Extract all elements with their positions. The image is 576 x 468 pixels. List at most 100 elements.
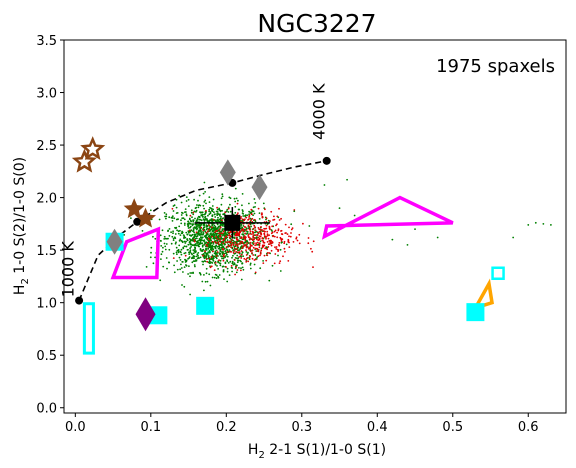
spaxel-point <box>227 211 230 213</box>
spaxel-point <box>245 261 248 263</box>
spaxel-point <box>202 229 205 232</box>
spaxel-point <box>207 251 210 254</box>
spaxel-point <box>406 243 409 246</box>
spaxel-point <box>258 242 261 245</box>
spaxel-point <box>172 205 175 207</box>
spaxel-point <box>266 252 269 254</box>
spaxel-point <box>391 238 394 241</box>
spaxel-point <box>240 240 243 243</box>
spaxel-point <box>168 261 170 264</box>
spaxel-point <box>269 241 272 244</box>
spaxel-point <box>226 255 229 258</box>
spaxel-point <box>250 219 252 222</box>
spaxel-point <box>237 259 240 262</box>
spaxel-point <box>284 250 286 253</box>
spaxel-point <box>188 217 191 220</box>
spaxel-point <box>323 184 326 186</box>
y-tick-label: 0.0 <box>36 402 57 417</box>
spaxel-point <box>312 240 315 243</box>
spaxel-point <box>207 241 210 244</box>
spaxel-point <box>238 252 241 255</box>
spaxel-point <box>237 257 240 260</box>
spaxel-point <box>216 227 219 230</box>
spaxel-point <box>278 262 281 264</box>
spaxel-point <box>180 214 183 216</box>
spaxel-point <box>196 240 199 243</box>
spaxel-point <box>159 234 162 237</box>
spaxel-point <box>251 257 254 260</box>
spaxel-point <box>196 225 199 227</box>
spaxel-point <box>338 207 341 210</box>
spaxel-point <box>266 230 269 233</box>
spaxel-point <box>246 257 248 260</box>
brown-open-star <box>71 148 97 173</box>
spaxel-point <box>266 254 269 257</box>
spaxel-point <box>206 245 209 247</box>
spaxel-point <box>216 208 219 211</box>
spaxel-point <box>295 236 298 239</box>
spaxel-point <box>244 214 247 217</box>
spaxel-point <box>229 203 231 206</box>
spaxel-point <box>150 251 152 254</box>
spaxel-point <box>245 216 248 219</box>
spaxel-point <box>202 254 205 257</box>
spaxel-point <box>188 257 190 259</box>
spaxel-point <box>145 266 148 268</box>
spaxel-point <box>195 233 197 236</box>
spaxel-point <box>208 224 211 227</box>
spaxel-point <box>185 240 188 243</box>
spaxel-point <box>235 237 238 239</box>
spaxel-point <box>241 212 244 215</box>
spaxel-point <box>210 228 213 231</box>
spaxel-point <box>170 231 173 234</box>
spaxel-point <box>269 243 272 245</box>
spaxel-point <box>223 247 226 250</box>
spaxel-point <box>205 231 208 234</box>
spaxel-point <box>436 236 439 239</box>
spaxel-point <box>245 229 248 231</box>
spaxel-point <box>288 235 290 238</box>
spaxel-point <box>216 245 219 248</box>
spaxel-point <box>221 228 224 231</box>
spaxel-point <box>207 255 210 257</box>
spaxel-point <box>246 232 249 235</box>
spaxel-point <box>240 267 242 270</box>
spaxel-point <box>216 265 218 267</box>
spaxel-point <box>253 238 256 241</box>
spaxel-point <box>212 256 215 258</box>
spaxel-point <box>201 242 204 245</box>
spaxel-point <box>201 244 204 247</box>
spaxel-point <box>173 236 176 239</box>
spaxel-point <box>181 217 184 220</box>
spaxel-point <box>221 193 224 196</box>
spaxel-point <box>298 233 301 236</box>
spaxel-point <box>279 248 282 251</box>
spaxel-point <box>240 229 243 231</box>
spaxel-point <box>231 242 234 244</box>
spaxel-point <box>183 285 186 288</box>
spaxel-point <box>199 256 202 259</box>
spaxel-point <box>222 230 225 233</box>
spaxel-point <box>185 245 188 248</box>
spaxel-point <box>220 232 223 235</box>
spaxel-point <box>202 263 204 266</box>
spaxel-point <box>272 219 274 221</box>
spaxel-point <box>187 220 190 223</box>
spaxel-point <box>242 215 245 217</box>
spaxel-point <box>288 241 290 244</box>
spaxel-point <box>249 262 252 265</box>
spaxel-count-label: 1975 spaxels <box>436 56 555 77</box>
spaxel-point <box>219 224 222 227</box>
spaxel-point <box>223 238 226 241</box>
spaxel-point <box>245 251 248 253</box>
spaxel-point <box>203 181 206 184</box>
spaxel-point <box>205 249 208 251</box>
spaxel-point <box>259 267 262 270</box>
spaxel-point <box>172 237 175 240</box>
spaxel-point <box>221 195 224 198</box>
spaxel-point <box>175 218 178 221</box>
spaxel-point <box>181 261 184 263</box>
spaxel-point <box>201 245 204 248</box>
spaxel-point <box>252 227 255 230</box>
spaxel-point <box>226 253 228 256</box>
